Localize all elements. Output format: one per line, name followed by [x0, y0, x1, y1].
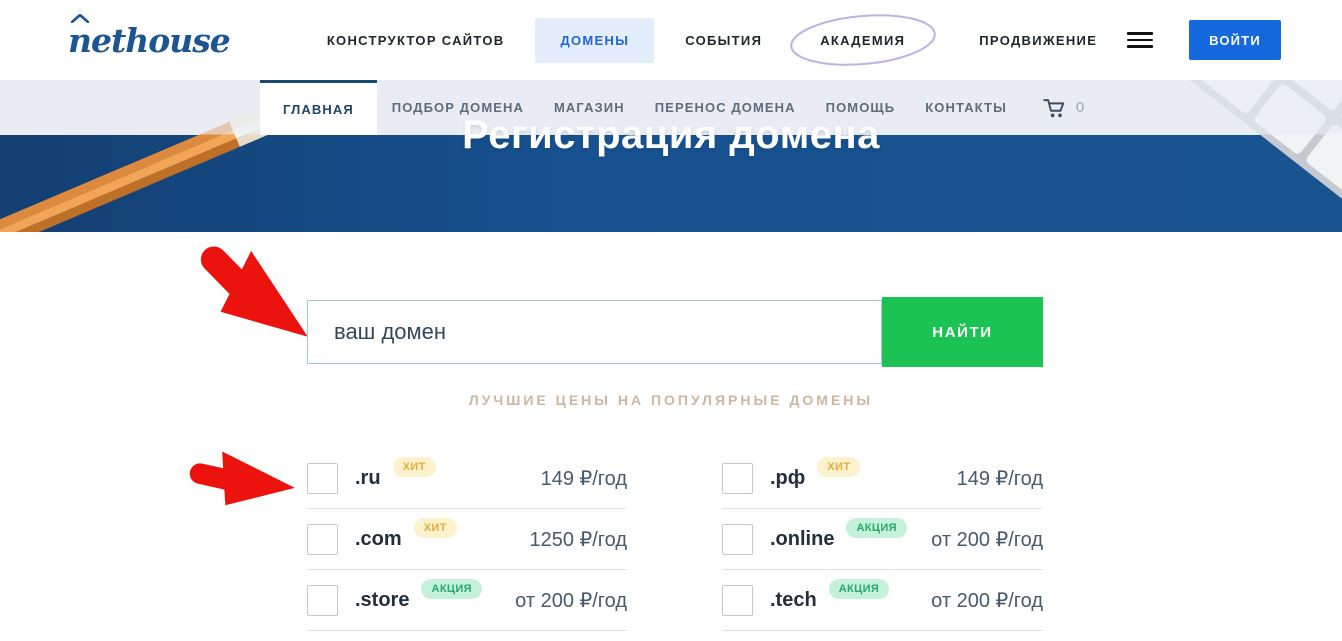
header-controls: ВОЙТИ	[1127, 20, 1281, 60]
domain-badge: АКЦИЯ	[846, 518, 907, 538]
subnav-item-transfer[interactable]: ПЕРЕНОС ДОМЕНА	[654, 100, 796, 115]
main-nav: КОНСТРУКТОР САЙТОВ ДОМЕНЫ СОБЫТИЯ АКАДЕМ…	[310, 14, 1114, 66]
nav-item-academy[interactable]: АКАДЕМИЯ	[789, 14, 936, 66]
best-prices-heading: ЛУЧШИЕ ЦЕНЫ НА ПОПУЛЯРНЫЕ ДОМЕНЫ	[468, 392, 874, 408]
domain-search: НАЙТИ	[307, 297, 1043, 367]
logo-roof-icon	[71, 13, 89, 23]
domain-row-online[interactable]: .online АКЦИЯ от 200 ₽/год	[722, 509, 1043, 570]
domain-badge: АКЦИЯ	[828, 579, 890, 599]
hamburger-menu-icon[interactable]	[1127, 32, 1153, 48]
domain-price: от 200 ₽/год	[931, 528, 1043, 551]
login-button[interactable]: ВОЙТИ	[1189, 20, 1281, 60]
domain-price-grid: .ru ХИТ 149 ₽/год .com ХИТ 1250 ₽/год .s…	[307, 448, 1043, 631]
domain-tld: .com	[355, 527, 402, 550]
domain-badge: АКЦИЯ	[421, 579, 482, 599]
domain-tld: .tech	[770, 588, 817, 611]
domain-tld: .online	[770, 527, 835, 550]
subnav-item-main[interactable]: ГЛАВНАЯ	[260, 80, 377, 135]
cart-button[interactable]: 0	[1042, 80, 1084, 135]
domain-row-ru[interactable]: .ru ХИТ 149 ₽/год	[307, 448, 627, 509]
nav-item-academy-label: АКАДЕМИЯ	[820, 32, 906, 48]
nav-item-constructor[interactable]: КОНСТРУКТОР САЙТОВ	[326, 32, 505, 48]
domain-column-left: .ru ХИТ 149 ₽/год .com ХИТ 1250 ₽/год .s…	[307, 448, 627, 631]
cart-count: 0	[1075, 99, 1085, 116]
domain-price: 149 ₽/год	[540, 467, 627, 490]
section-subnav: ГЛАВНАЯ ПОДБОР ДОМЕНА МАГАЗИН ПЕРЕНОС ДО…	[260, 80, 1084, 135]
domain-tld: .ru	[355, 466, 381, 489]
domain-column-right: .рф ХИТ 149 ₽/год .online АКЦИЯ от 200 ₽…	[722, 448, 1043, 631]
subnav-item-shop[interactable]: МАГАЗИН	[554, 100, 625, 115]
logo-text: nethouse	[68, 20, 231, 60]
domain-checkbox[interactable]	[722, 523, 753, 555]
domain-tld: .рф	[770, 466, 806, 489]
hero-banner: Регистрация домена ГЛАВНАЯ ПОДБОР ДОМЕНА…	[0, 80, 1342, 232]
domain-row-store[interactable]: .store АКЦИЯ от 200 ₽/год	[307, 570, 627, 631]
page-title: Регистрация домена	[462, 113, 880, 157]
domain-badge: ХИТ	[817, 457, 861, 477]
domain-checkbox[interactable]	[307, 584, 338, 616]
red-arrow-to-list	[189, 451, 295, 506]
domain-tld: .store	[355, 588, 410, 611]
domain-price: от 200 ₽/год	[515, 589, 627, 612]
domain-checkbox[interactable]	[307, 462, 338, 494]
cart-icon	[1043, 98, 1065, 117]
domain-checkbox[interactable]	[307, 523, 338, 555]
domain-price: от 200 ₽/год	[931, 589, 1043, 612]
subnav-item-help[interactable]: ПОМОЩЬ	[825, 100, 896, 115]
domain-row-com[interactable]: .com ХИТ 1250 ₽/год	[307, 509, 627, 570]
main-content: НАЙТИ ЛУЧШИЕ ЦЕНЫ НА ПОПУЛЯРНЫЕ ДОМЕНЫ .…	[0, 232, 1342, 641]
find-button[interactable]: НАЙТИ	[882, 297, 1043, 367]
domain-price: 149 ₽/год	[956, 467, 1043, 490]
subnav-item-contacts[interactable]: КОНТАКТЫ	[925, 100, 1007, 115]
domain-search-input[interactable]	[307, 300, 882, 364]
domain-checkbox[interactable]	[722, 462, 753, 494]
nav-item-events[interactable]: СОБЫТИЯ	[685, 32, 763, 48]
domain-badge: ХИТ	[413, 518, 457, 538]
domain-row-rf[interactable]: .рф ХИТ 149 ₽/год	[722, 448, 1043, 509]
nethouse-logo[interactable]: nethouse	[68, 13, 231, 60]
domain-badge: ХИТ	[392, 457, 436, 477]
domain-price: 1250 ₽/год	[529, 528, 627, 551]
nav-item-promotion[interactable]: ПРОДВИЖЕНИЕ	[979, 32, 1098, 48]
domain-checkbox[interactable]	[722, 584, 753, 616]
subnav-item-domain-pick[interactable]: ПОДБОР ДОМЕНА	[391, 100, 524, 115]
domain-row-tech[interactable]: .tech АКЦИЯ от 200 ₽/год	[722, 570, 1043, 631]
nav-item-domains[interactable]: ДОМЕНЫ	[535, 17, 655, 63]
top-header: nethouse КОНСТРУКТОР САЙТОВ ДОМЕНЫ СОБЫТ…	[0, 0, 1342, 80]
